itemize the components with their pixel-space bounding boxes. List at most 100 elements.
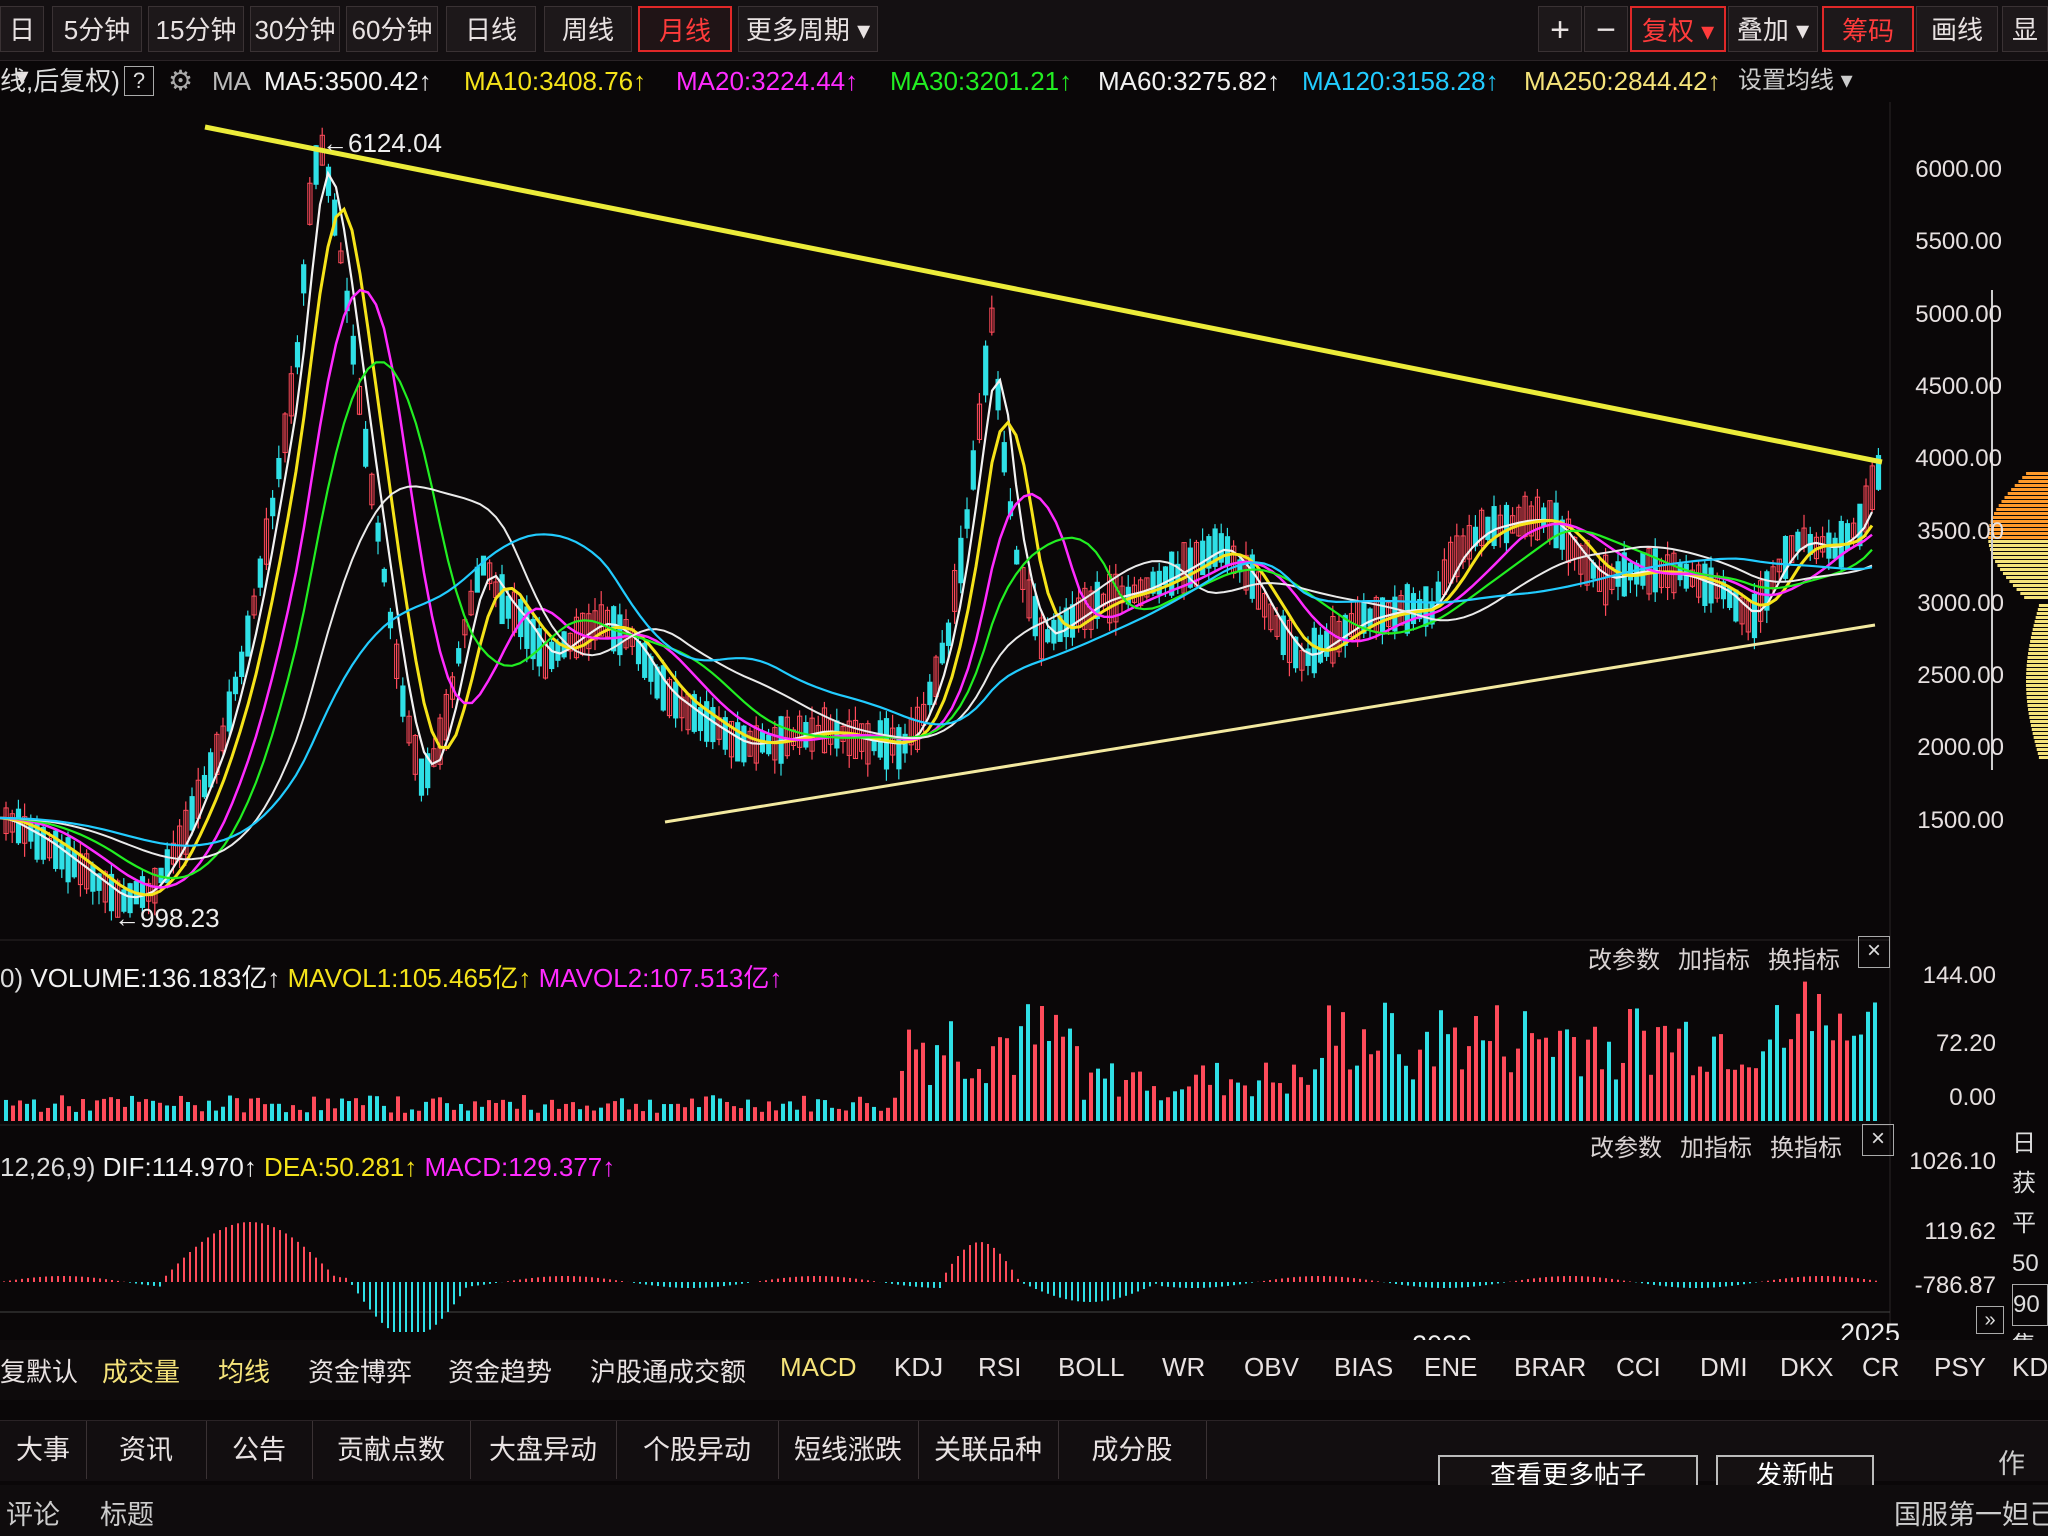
volume-bar [536, 1112, 540, 1121]
info-tab-2[interactable]: 公告 [206, 1421, 313, 1479]
right-input-box[interactable]: 90 [2012, 1284, 2048, 1326]
macd-close-icon[interactable]: × [1862, 1124, 1894, 1156]
info-tab-0[interactable]: 大事 [0, 1421, 87, 1479]
indicator-tab-13[interactable]: ENE [1424, 1352, 1478, 1382]
help-icon[interactable]: ? [124, 66, 154, 96]
candle-body [896, 727, 902, 770]
indicator-tab-3[interactable]: 资金博弈 [308, 1357, 413, 1387]
volume-bar [1726, 1069, 1730, 1121]
volume-edit-params[interactable]: 改参数 [1588, 947, 1660, 974]
indicator-tab-4[interactable]: 资金趋势 [448, 1357, 553, 1387]
indicator-tab-9[interactable]: BOLL [1058, 1352, 1125, 1382]
volume-bar [1824, 1025, 1828, 1121]
volume-close-icon[interactable]: × [1858, 936, 1890, 968]
chip-bar [2026, 684, 2048, 687]
zoom-out-button[interactable]: − [1584, 6, 1628, 52]
volume-bar [991, 1046, 995, 1121]
info-tab-6[interactable]: 短线涨跌 [778, 1421, 919, 1479]
ma-item-1: MA10:3408.76↑ [464, 66, 647, 96]
volume-bar [711, 1095, 715, 1121]
macd-legend: 12,26,9) DIF:114.970↑ DEA:50.281↑ MACD:1… [0, 1152, 616, 1182]
info-tab-8[interactable]: 成分股 [1058, 1421, 1207, 1479]
volume-bar [1775, 1005, 1779, 1121]
zoom-in-button[interactable]: + [1538, 6, 1582, 52]
chip-bar [1988, 536, 2048, 539]
expand-right-icon[interactable]: » [1976, 1306, 2004, 1334]
macd-switch-indicator[interactable]: 换指标 [1770, 1135, 1842, 1162]
volume-bar [1607, 1041, 1611, 1121]
volume-bar [1586, 1039, 1590, 1121]
period-monthly[interactable]: 月线 [638, 6, 732, 52]
indicator-tab-7[interactable]: KDJ [894, 1352, 944, 1382]
indicator-tab-5[interactable]: 沪股通成交额 [590, 1357, 747, 1387]
chip-bar [1994, 512, 2048, 515]
candle-body [307, 182, 313, 225]
chips-button[interactable]: 筹码 [1822, 6, 1914, 52]
volume-add-indicator[interactable]: 加指标 [1678, 947, 1750, 974]
indicator-tab-18[interactable]: CR [1862, 1352, 1900, 1382]
overlay-dropdown[interactable]: 叠加 ▾ [1728, 6, 1818, 52]
candle-body [1584, 540, 1590, 586]
candle-body [400, 685, 406, 717]
volume-bar [1019, 1026, 1023, 1121]
period-15min[interactable]: 15分钟 [148, 6, 244, 52]
candle-body [958, 537, 964, 584]
draw-line-button[interactable]: 画线 [1916, 6, 1998, 52]
volume-switch-indicator[interactable]: 换指标 [1768, 947, 1840, 974]
indicator-tab-16[interactable]: DMI [1700, 1352, 1748, 1382]
period-30min[interactable]: 30分钟 [250, 6, 340, 52]
indicator-tab-2[interactable]: 均线 [218, 1357, 271, 1387]
candle-body [46, 837, 53, 859]
display-button[interactable]: 显示 [2002, 6, 2048, 52]
gear-icon[interactable]: ⚙ [168, 65, 194, 96]
volume-bar [1656, 1027, 1660, 1121]
indicator-tab-1[interactable]: 成交量 [102, 1357, 181, 1387]
info-tab-7[interactable]: 关联品种 [918, 1421, 1059, 1479]
chip-bar [2026, 688, 2048, 691]
title-column[interactable]: 标题 [100, 1500, 154, 1530]
period-more-dropdown[interactable]: 更多周期 ▾ [738, 6, 878, 52]
indicator-tab-14[interactable]: BRAR [1514, 1352, 1587, 1382]
info-tab-4[interactable]: 大盘异动 [470, 1421, 617, 1479]
market-chart[interactable] [0, 102, 2048, 1332]
candle-body [1218, 533, 1224, 563]
info-tab-5[interactable]: 个股异动 [616, 1421, 779, 1479]
candle-body [1144, 577, 1150, 598]
volume-bar [116, 1099, 120, 1121]
chip-bar [1998, 504, 2048, 507]
macd-add-indicator[interactable]: 加指标 [1680, 1135, 1752, 1162]
indicator-tab-15[interactable]: CCI [1616, 1352, 1661, 1382]
period-60min[interactable]: 60分钟 [346, 6, 438, 52]
indicator-tab-20[interactable]: KD [2012, 1352, 2048, 1382]
volume-bar [1817, 994, 1821, 1121]
volume-bar [81, 1099, 85, 1121]
indicator-tab-6[interactable]: MACD [780, 1352, 857, 1382]
volume-bar [130, 1095, 134, 1121]
volume-bar [1124, 1079, 1128, 1121]
period-weekly[interactable]: 周线 [544, 6, 632, 52]
volume-bar [1110, 1063, 1114, 1121]
indicator-tab-11[interactable]: OBV [1244, 1352, 1299, 1382]
period-daily[interactable]: 日线 [446, 6, 536, 52]
info-tab-1[interactable]: 资讯 [86, 1421, 207, 1479]
volume-bar [1432, 1066, 1436, 1121]
indicator-tab-10[interactable]: WR [1162, 1352, 1206, 1382]
volume-bar [1698, 1066, 1702, 1121]
candle-body [1038, 617, 1045, 660]
ma-settings-dropdown[interactable]: 设置均线 ▾ [1738, 67, 1853, 94]
chart-mode-label: 线,后复权) [0, 66, 120, 96]
comments-column[interactable]: 评论 [6, 1500, 60, 1530]
candle-body [710, 707, 716, 743]
indicator-tab-8[interactable]: RSI [978, 1352, 1022, 1382]
indicator-tab-12[interactable]: BIAS [1334, 1352, 1394, 1382]
candle-body [3, 807, 9, 835]
period-day-dropdown[interactable]: 日 ▾ [0, 6, 44, 91]
indicator-tab-19[interactable]: PSY [1934, 1352, 1987, 1382]
adjust-price-dropdown[interactable]: 复权 ▾ [1630, 6, 1726, 52]
period-5min[interactable]: 5分钟 [52, 6, 142, 52]
indicator-tab-17[interactable]: DKX [1780, 1352, 1834, 1382]
volume-bar [473, 1101, 477, 1121]
info-tab-3[interactable]: 贡献点数 [312, 1421, 471, 1479]
macd-edit-params[interactable]: 改参数 [1590, 1135, 1662, 1162]
indicator-tab-0[interactable]: 复默认 [0, 1357, 79, 1387]
